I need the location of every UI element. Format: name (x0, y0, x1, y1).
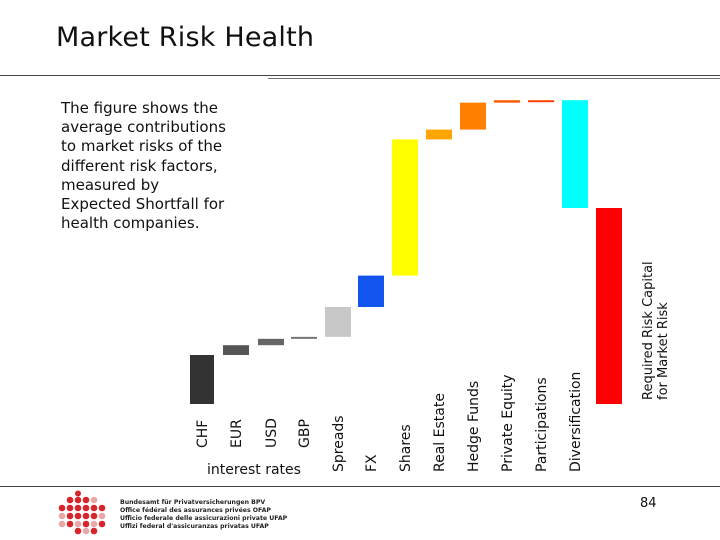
bar-real-estate (426, 129, 452, 140)
bar-private-equity (494, 100, 520, 103)
title-divider-secondary (268, 78, 720, 79)
bar-required-risk-capital-for-market-risk (596, 208, 622, 404)
group-label-interest-rates: interest rates (207, 462, 301, 478)
bar-hedge-funds (460, 102, 486, 130)
bar-chf (190, 355, 214, 404)
x-tick-label-eur: EUR (229, 419, 245, 448)
x-tick-label-gbp: GBP (297, 419, 313, 448)
bar-diversification (562, 100, 588, 208)
agency-name-rm: Uffizi federal d'assicuranzas privatas U… (120, 523, 269, 530)
agency-name-de: Bundesamt für Privatversicherungen BPV (120, 499, 266, 506)
bar-eur (223, 345, 249, 355)
chart-description: The figure shows the average contributio… (61, 99, 226, 233)
bar-usd (258, 338, 284, 346)
agency-name-it: Ufficio federale delle assicurazioni pri… (120, 515, 288, 522)
page-number: 84 (640, 496, 657, 511)
agency-logo (58, 490, 106, 535)
x-tick-label-usd: USD (264, 418, 280, 448)
x-tick-label-fx: FX (364, 454, 380, 472)
page-title: Market Risk Health (56, 22, 315, 53)
x-tick-label-participations: Participations (534, 377, 550, 472)
agency-name-fr: Office fédéral des assurances privées OF… (120, 507, 271, 514)
x-tick-label-chf: CHF (195, 420, 211, 448)
bar-spreads (325, 306, 351, 337)
x-tick-label-shares: Shares (398, 424, 414, 472)
bar-shares (392, 139, 418, 276)
footer-divider (0, 486, 720, 487)
x-tick-label-real-estate: Real Estate (432, 393, 448, 472)
bar-gbp (291, 336, 317, 339)
waterfall-chart: CHF EUR USD GBP Spreads FX Shares Real Estate He… (190, 100, 671, 478)
x-tick-label-spreads: Spreads (331, 415, 347, 472)
agency-name-block: Bundesamt für Privatversicherungen BPV O… (120, 499, 287, 531)
x-tick-label-required-risk-capital-for-market-risk: Required Risk Capitalfor Market Risk (641, 261, 671, 400)
x-tick-label-private-equity: Private Equity (500, 374, 516, 472)
x-tick-label-hedge-funds: Hedge Funds (466, 381, 482, 472)
x-tick-label-diversification: Diversification (568, 372, 584, 472)
bar-fx (358, 275, 384, 307)
bar-participations (528, 100, 554, 103)
title-divider (0, 75, 720, 76)
